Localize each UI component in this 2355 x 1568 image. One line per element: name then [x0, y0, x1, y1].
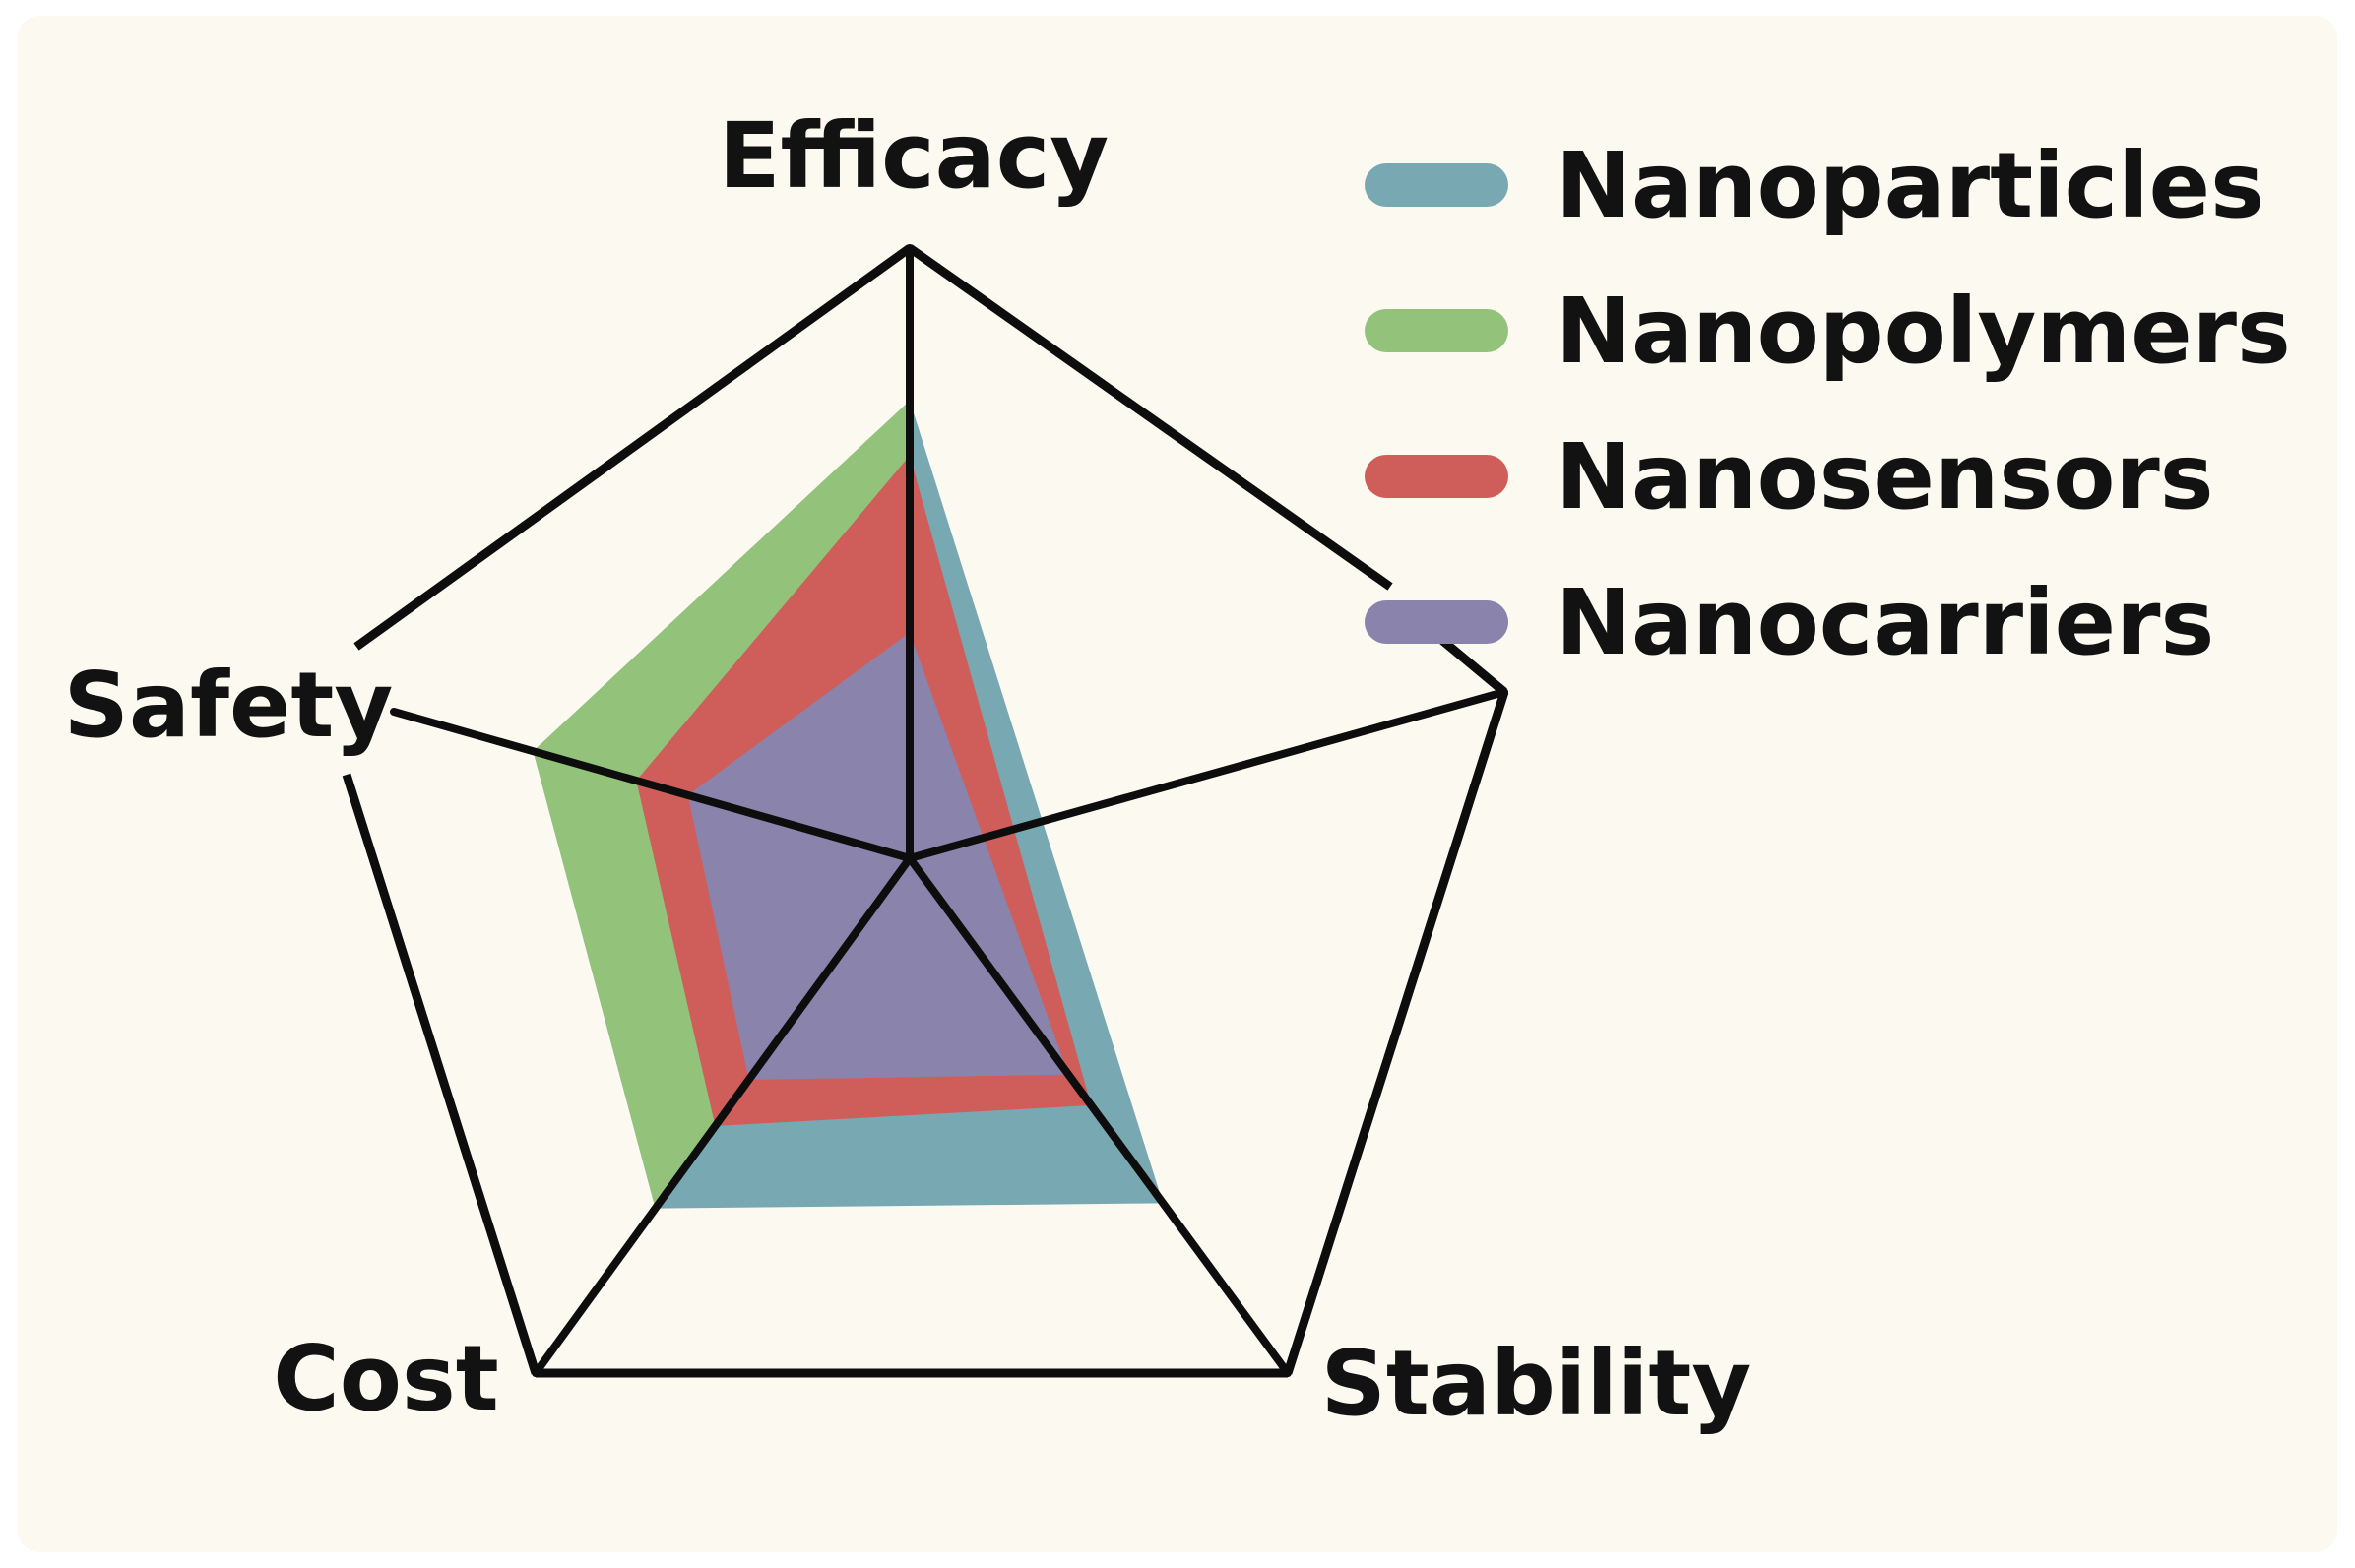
legend: Nanoparticles Nanopolymers Nanosensors Nano…: [1365, 133, 2291, 675]
frame-edge-top-right: [907, 244, 1393, 591]
spoke-stability: [906, 854, 1292, 1377]
axis-label-stability: Stability: [1321, 1331, 1751, 1436]
frame-edge-right-cap: [1436, 634, 1507, 696]
axis-label-efficacy: Efficacy: [719, 103, 1110, 209]
spoke-right: [906, 688, 1508, 862]
axis-label-cost: Cost: [273, 1326, 498, 1431]
legend-item-nanosensors: Nanosensors: [1365, 424, 2214, 530]
legend-swatch-nanosensors: [1365, 455, 1508, 498]
legend-swatch-nanocarriers: [1365, 600, 1508, 644]
legend-item-nanocarriers: Nanocarriers: [1365, 570, 2214, 675]
radar-frame: [342, 244, 1509, 1378]
legend-label-nanopolymers: Nanopolymers: [1556, 279, 2291, 384]
legend-label-nanosensors: Nanosensors: [1556, 424, 2214, 530]
legend-item-nanopolymers: Nanopolymers: [1365, 279, 2291, 384]
radar-spokes: [390, 244, 1508, 1377]
series-area-nanocarriers: [687, 632, 1069, 1080]
legend-label-nanocarriers: Nanocarriers: [1556, 570, 2214, 675]
legend-swatch-nanopolymers: [1365, 309, 1508, 352]
axis-label-safety: Safety: [64, 653, 394, 758]
frame-edge-left-side: [342, 773, 541, 1375]
spoke-cost: [532, 854, 914, 1377]
spoke-safety: [390, 708, 914, 862]
frame-edge-top-left: [353, 244, 913, 651]
legend-swatch-nanoparticles: [1365, 163, 1508, 207]
legend-item-nanoparticles: Nanoparticles: [1365, 133, 2264, 238]
frame-edge-right-side: [1283, 690, 1509, 1375]
legend-label-nanoparticles: Nanoparticles: [1556, 133, 2264, 238]
